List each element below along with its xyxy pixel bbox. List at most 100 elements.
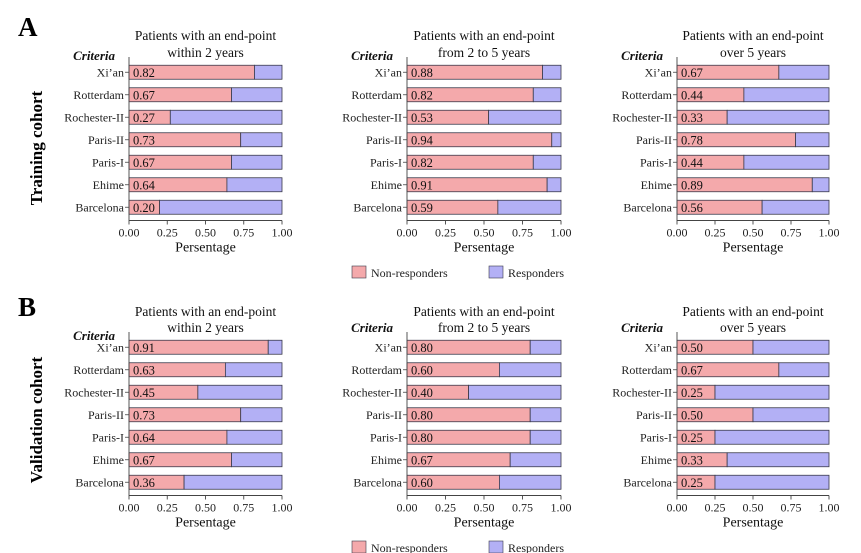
bar-data-label: 0.60	[411, 363, 433, 377]
bar-data-label: 0.91	[133, 341, 155, 355]
x-axis-label: Persentage	[723, 241, 784, 256]
category-label: Ehime	[641, 178, 672, 192]
x-tick-label: 0.00	[119, 226, 140, 240]
category-label: Rochester-II	[64, 385, 124, 399]
legend-b-non-responders-swatch	[351, 540, 367, 553]
bar-data-label: 0.91	[411, 178, 433, 192]
bar-responders	[714, 474, 830, 490]
x-tick-label: 1.00	[819, 501, 840, 515]
category-label: Barcelona	[353, 475, 402, 489]
bar-data-label: 0.44	[681, 88, 704, 102]
bar-data-label: 0.82	[411, 156, 433, 170]
chart-2: Patients with an end-point from 2 to 5 ye…	[342, 28, 571, 256]
bar-data-label: 0.94	[411, 133, 434, 147]
bar-responders	[267, 339, 283, 355]
bar-data-label: 0.73	[133, 133, 155, 147]
x-axis-label: Persentage	[723, 516, 784, 531]
bar-data-label: 0.25	[681, 431, 703, 445]
category-label: Xi’an	[97, 340, 124, 354]
category-label: Rotterdam	[621, 88, 672, 102]
bar-responders	[240, 132, 283, 148]
x-tick-label: 0.00	[667, 501, 688, 515]
bar-responders	[542, 64, 562, 80]
bar-data-label: 0.40	[411, 386, 433, 400]
category-label: Paris-II	[88, 408, 124, 422]
category-label: Rotterdam	[351, 363, 402, 377]
bar-responders	[240, 407, 283, 423]
x-axis-label: Persentage	[454, 241, 515, 256]
category-label: Rotterdam	[351, 88, 402, 102]
bar-data-label: 0.33	[681, 111, 703, 125]
criteria-header: Criteria	[621, 48, 663, 63]
criteria-header: Criteria	[73, 48, 115, 63]
chart-title-line: within 2 years	[167, 320, 244, 335]
bar-data-label: 0.67	[681, 66, 703, 80]
category-label: Paris-II	[366, 133, 402, 147]
chart-title-line: Patients with an end-point	[413, 304, 555, 319]
bar-data-label: 0.64	[133, 178, 156, 192]
x-tick-label: 0.00	[667, 226, 688, 240]
x-axis-label: Persentage	[454, 516, 515, 531]
bar-data-label: 0.50	[681, 341, 703, 355]
bar-data-label: 0.67	[681, 363, 703, 377]
bar-responders	[726, 109, 830, 125]
x-tick-label: 0.25	[435, 226, 456, 240]
bar-responders	[498, 362, 562, 378]
bar-responders	[169, 109, 283, 125]
bar-responders	[726, 452, 830, 468]
x-axis-label: Persentage	[175, 516, 236, 531]
category-label: Barcelona	[623, 475, 672, 489]
bar-data-label: 0.27	[133, 111, 155, 125]
x-tick-label: 0.50	[195, 501, 216, 515]
category-label: Rochester-II	[612, 385, 672, 399]
bar-data-label: 0.59	[411, 201, 433, 215]
bar-responders	[532, 87, 562, 103]
criteria-header: Criteria	[351, 48, 393, 63]
x-tick-label: 0.25	[157, 226, 178, 240]
chart-title-line: Patients with an end-point	[682, 28, 824, 43]
bar-data-label: 0.80	[411, 408, 433, 422]
x-tick-label: 0.25	[705, 501, 726, 515]
x-tick-label: 0.25	[157, 501, 178, 515]
bar-data-label: 0.56	[681, 201, 703, 215]
category-label: Paris-II	[88, 133, 124, 147]
category-label: Xi’an	[375, 340, 402, 354]
chart-title-line: Patients with an end-point	[135, 304, 277, 319]
x-axis-label: Persentage	[175, 241, 236, 256]
bar-data-label: 0.67	[133, 453, 155, 467]
bar-data-label: 0.20	[133, 201, 155, 215]
category-label: Rochester-II	[342, 385, 402, 399]
bar-responders	[183, 474, 283, 490]
legend-a-non-responders-swatch	[351, 265, 367, 279]
category-label: Paris-I	[92, 155, 124, 169]
chart-title-line: from 2 to 5 years	[438, 45, 530, 60]
bar-data-label: 0.60	[411, 476, 433, 490]
bar-data-label: 0.36	[133, 476, 155, 490]
category-label: Ehime	[371, 453, 402, 467]
chart-title-line: within 2 years	[167, 45, 244, 60]
bar-responders	[795, 132, 830, 148]
category-label: Xi’an	[97, 65, 124, 79]
panel-letter-b: B	[18, 292, 36, 322]
category-label: Rochester-II	[612, 110, 672, 124]
bar-responders	[231, 87, 283, 103]
category-label: Ehime	[371, 178, 402, 192]
bar-data-label: 0.78	[681, 133, 703, 147]
bar-data-label: 0.53	[411, 111, 433, 125]
bar-data-label: 0.63	[133, 363, 155, 377]
bar-responders	[752, 407, 830, 423]
legend-a-responders-label: Responders	[508, 266, 564, 280]
criteria-header: Criteria	[73, 328, 115, 343]
chart-title-line: Patients with an end-point	[135, 28, 277, 43]
bar-responders	[509, 452, 562, 468]
category-label: Rotterdam	[621, 363, 672, 377]
bar-responders	[752, 339, 830, 355]
category-label: Paris-II	[636, 133, 672, 147]
bar-responders	[778, 64, 830, 80]
legend-b-non-responders-label: Non-responders	[371, 541, 448, 553]
bar-responders	[498, 474, 562, 490]
bar-responders	[743, 154, 830, 170]
x-tick-label: 0.00	[397, 226, 418, 240]
x-tick-label: 0.50	[195, 226, 216, 240]
